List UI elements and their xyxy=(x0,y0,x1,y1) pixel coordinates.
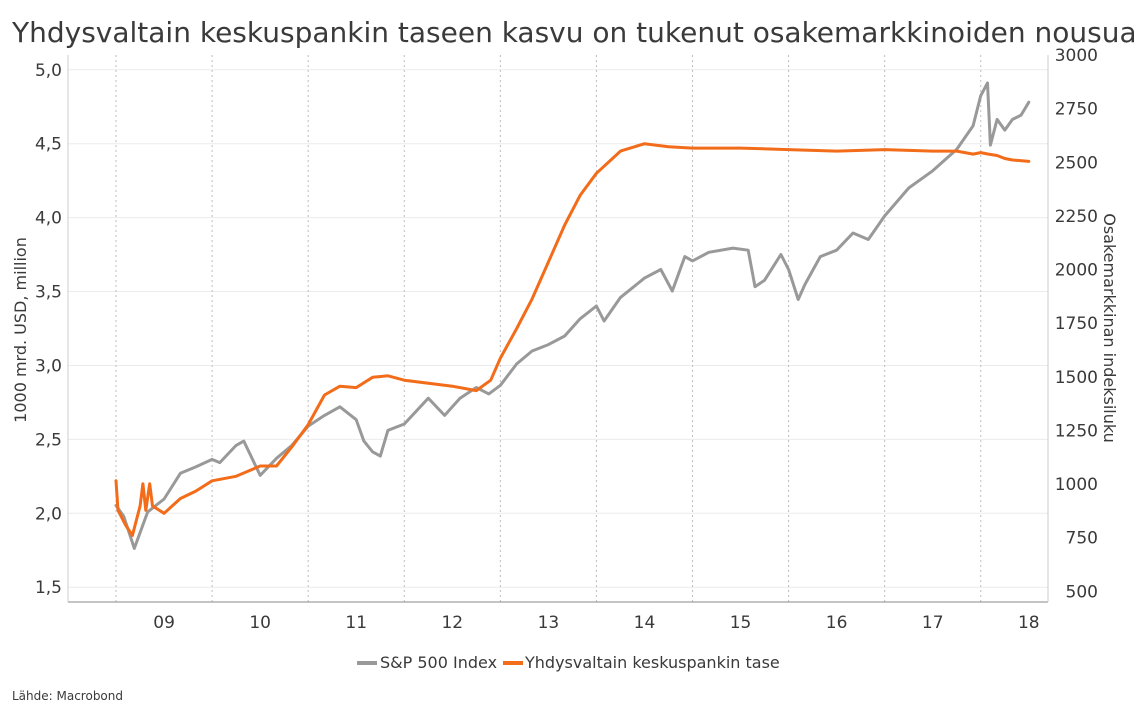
x-tick-label: 14 xyxy=(634,613,656,633)
right-y-tick-label: 750 xyxy=(1066,529,1098,549)
x-tick-label: 15 xyxy=(730,613,752,633)
right-y-tick-label: 1000 xyxy=(1055,475,1098,495)
x-tick-label: 11 xyxy=(345,613,367,633)
right-y-tick-label: 1250 xyxy=(1055,421,1098,441)
right-y-tick-label: 3000 xyxy=(1055,46,1098,66)
x-tick-label: 16 xyxy=(826,613,848,633)
legend-label-sp500: S&P 500 Index xyxy=(380,653,497,672)
right-y-tick-label: 2250 xyxy=(1055,207,1098,227)
right-axis-label: Osakemarkkinan indeksiluku xyxy=(1100,213,1119,443)
right-y-tick-label: 2750 xyxy=(1055,100,1098,120)
right-y-tick-labels: 500 750 1000 1250 1500 1750 2000 2250 2500 2750 30… xyxy=(1055,46,1098,602)
x-tick-label: 13 xyxy=(538,613,560,633)
series-line-fed-balance xyxy=(114,142,1031,537)
series-line-sp500 xyxy=(114,81,1031,550)
x-tick-label: 17 xyxy=(922,613,944,633)
left-y-tick-label: 3,5 xyxy=(35,283,62,303)
left-y-tick-label: 5,0 xyxy=(35,61,62,81)
x-tick-label: 09 xyxy=(153,613,175,633)
left-y-tick-label: 3,0 xyxy=(35,356,62,376)
horizontal-gridlines xyxy=(68,69,1048,588)
legend: S&P 500 Index Yhdysvaltain keskuspankin … xyxy=(357,653,780,672)
source-note: Lähde: Macrobond xyxy=(12,689,123,703)
left-y-tick-label: 4,0 xyxy=(35,209,62,229)
x-tick-label: 12 xyxy=(441,613,463,633)
right-y-tick-label: 2500 xyxy=(1055,153,1098,173)
right-y-tick-label: 1750 xyxy=(1055,314,1098,334)
x-tick-labels: 09 10 11 12 13 14 15 16 17 18 xyxy=(153,613,1039,633)
chart-title: Yhdysvaltain keskuspankin taseen kasvu o… xyxy=(11,16,1134,49)
x-tick-label: 18 xyxy=(1018,613,1040,633)
left-axis-label: 1000 mrd. USD, million xyxy=(11,237,30,423)
left-y-tick-label: 2,5 xyxy=(35,430,62,450)
left-y-tick-label: 1,5 xyxy=(35,578,62,598)
right-y-tick-label: 1500 xyxy=(1055,368,1098,388)
left-y-tick-label: 2,0 xyxy=(35,504,62,524)
right-y-tick-label: 2000 xyxy=(1055,261,1098,281)
right-y-tick-label: 500 xyxy=(1066,582,1098,602)
left-y-tick-labels: 1,5 2,0 2,5 3,0 3,5 4,0 4,5 5,0 xyxy=(35,61,62,598)
left-y-tick-label: 4,5 xyxy=(35,135,62,155)
x-tick-label: 10 xyxy=(249,613,271,633)
series-layer xyxy=(114,81,1031,550)
legend-label-fed-balance: Yhdysvaltain keskuspankin tase xyxy=(524,653,780,672)
vertical-gridlines xyxy=(115,55,982,602)
